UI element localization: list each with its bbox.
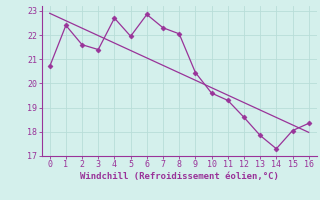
X-axis label: Windchill (Refroidissement éolien,°C): Windchill (Refroidissement éolien,°C) <box>80 172 279 181</box>
